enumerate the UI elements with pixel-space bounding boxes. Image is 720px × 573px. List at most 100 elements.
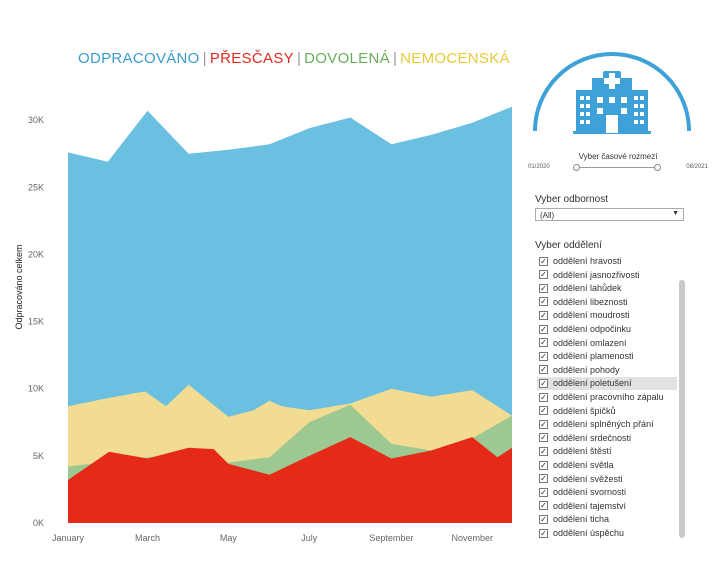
department-label: oddělení splněných přání	[553, 419, 654, 430]
checkbox-icon[interactable]: ✓	[539, 446, 548, 456]
x-tick-label: May	[220, 533, 238, 543]
department-checkbox-list: ✓ oddělení hravosti ✓ oddělení jasnozřivost…	[537, 255, 677, 545]
legend-separator: |	[392, 50, 398, 67]
department-filter-label: Vyber oddělení	[535, 240, 602, 251]
checkbox-icon[interactable]: ✓	[539, 460, 548, 470]
time-from-label: 01/2020	[528, 164, 550, 170]
checkbox-icon[interactable]: ✓	[539, 297, 548, 307]
department-item[interactable]: ✓ oddělení světla	[537, 459, 677, 472]
department-label: oddělení svornosti	[553, 487, 627, 498]
department-item[interactable]: ✓ oddělení libeznosti	[537, 296, 677, 309]
checkbox-icon[interactable]: ✓	[539, 256, 548, 266]
legend-item: PŘESČASY	[209, 50, 294, 67]
time-slider-start-handle[interactable]	[573, 164, 580, 171]
chevron-down-icon: ▼	[672, 210, 679, 217]
specialty-filter-label: Vyber odbornost	[535, 194, 609, 205]
legend-item: DOVOLENÁ	[304, 50, 390, 67]
y-tick-label: 25K	[28, 182, 44, 192]
department-label: oddělení úspěchu	[553, 528, 625, 538]
department-item[interactable]: ✓ oddělení svornosti	[537, 486, 677, 499]
department-label: oddělení lahůdek	[553, 283, 622, 294]
department-label: oddělení srdečnosti	[553, 432, 632, 443]
time-slider-end-handle[interactable]	[654, 164, 661, 171]
hospital-icon	[533, 52, 691, 134]
checkbox-icon[interactable]: ✓	[539, 351, 548, 361]
time-range-filter: Vyber časové rozmezí 01/2020 08/2021	[528, 150, 708, 180]
specialty-dropdown[interactable]: (All) ▼	[535, 208, 684, 221]
department-item[interactable]: ✓ oddělení lahůdek	[537, 282, 677, 295]
scrollbar-thumb[interactable]	[679, 280, 685, 538]
time-slider-track[interactable]	[573, 164, 661, 171]
checkbox-icon[interactable]: ✓	[539, 270, 548, 280]
department-item[interactable]: ✓ oddělení plamenosti	[537, 350, 677, 363]
department-label: oddělení libeznosti	[553, 296, 628, 307]
department-label: oddělení světla	[553, 460, 614, 470]
checkbox-icon[interactable]: ✓	[539, 378, 548, 388]
legend-separator: |	[202, 50, 207, 67]
checkbox-icon[interactable]: ✓	[539, 392, 548, 402]
y-tick-label: 15K	[28, 317, 44, 327]
department-item[interactable]: ✓ oddělení moudrosti	[537, 309, 677, 322]
specialty-dropdown-value: (All)	[540, 211, 555, 220]
x-tick-label: September	[369, 533, 413, 543]
x-tick-label: November	[451, 533, 493, 543]
department-item[interactable]: ✓ oddělení jasnozřivosti	[537, 269, 677, 282]
department-label: oddělení omlazení	[553, 337, 627, 348]
department-item[interactable]: ✓ oddělení splněných přání	[537, 418, 677, 431]
y-tick-label: 5K	[33, 451, 44, 461]
x-tick-label: March	[135, 533, 160, 543]
department-item[interactable]: ✓ oddělení srdečnosti	[537, 432, 677, 445]
department-label: oddělení plamenosti	[553, 351, 634, 362]
department-item[interactable]: ✓ oddělení svěžesti	[537, 473, 677, 486]
y-tick-label: 10K	[28, 384, 44, 394]
x-tick-label: January	[52, 533, 85, 543]
legend-item: NEMOCENSKÁ	[400, 50, 510, 67]
department-item[interactable]: ✓ oddělení špičků	[537, 405, 677, 418]
time-to-label: 08/2021	[686, 164, 708, 170]
department-label: oddělení štěstí	[553, 446, 612, 457]
checkbox-icon[interactable]: ✓	[539, 474, 548, 484]
checkbox-icon[interactable]: ✓	[539, 514, 548, 524]
legend-separator: |	[296, 50, 302, 67]
legend-item: ODPRACOVÁNO	[78, 50, 200, 67]
department-item[interactable]: ✓ oddělení omlazení	[537, 337, 677, 350]
y-axis-title: Odpracováno celkem	[14, 244, 24, 329]
area-series	[68, 437, 512, 523]
department-list-scrollbar[interactable]	[679, 255, 685, 540]
department-item[interactable]: ✓ oddělení odpočinku	[537, 323, 677, 336]
department-item[interactable]: ✓ oddělení hravosti	[537, 255, 677, 268]
chart-legend: ODPRACOVÁNO | PŘESČASY | DOVOLENÁ | NEMOCENSKÁ	[78, 50, 510, 67]
checkbox-icon[interactable]: ✓	[539, 324, 548, 334]
checkbox-icon[interactable]: ✓	[539, 365, 548, 375]
department-item[interactable]: ✓ oddělení štěstí	[537, 445, 677, 458]
y-tick-label: 30K	[28, 115, 44, 125]
y-tick-label: 20K	[28, 249, 44, 259]
department-label: oddělení pracovního zápalu	[553, 392, 664, 402]
checkbox-icon[interactable]: ✓	[539, 487, 548, 497]
department-item[interactable]: ✓ oddělení úspěchu	[537, 527, 677, 540]
checkbox-icon[interactable]: ✓	[539, 310, 548, 320]
department-label: oddělení moudrosti	[553, 310, 630, 321]
department-item[interactable]: ✓ oddělení poletušení	[537, 377, 677, 391]
checkbox-icon[interactable]: ✓	[539, 528, 548, 538]
checkbox-icon[interactable]: ✓	[539, 338, 548, 348]
department-item[interactable]: ✓ oddělení tajemství	[537, 500, 677, 513]
department-label: oddělení svěžesti	[553, 473, 623, 484]
checkbox-icon[interactable]: ✓	[539, 283, 548, 293]
department-label: oddělení poletušení	[553, 378, 632, 389]
checkbox-icon[interactable]: ✓	[539, 433, 548, 443]
department-label: oddělení ticha	[553, 514, 610, 525]
department-label: oddělení špičků	[553, 405, 616, 416]
department-label: oddělení pohody	[553, 364, 620, 375]
department-label: oddělení odpočinku	[553, 324, 632, 334]
y-tick-label: 0K	[33, 518, 44, 528]
department-item[interactable]: ✓ oddělení ticha	[537, 513, 677, 526]
arc-icon	[533, 52, 691, 132]
checkbox-icon[interactable]: ✓	[539, 501, 548, 511]
department-item[interactable]: ✓ oddělení pracovního zápalu	[537, 391, 677, 404]
department-item[interactable]: ✓ oddělení pohody	[537, 364, 677, 377]
time-filter-title: Vyber časové rozmezí	[578, 152, 658, 161]
checkbox-icon[interactable]: ✓	[539, 419, 548, 429]
checkbox-icon[interactable]: ✓	[539, 406, 548, 416]
